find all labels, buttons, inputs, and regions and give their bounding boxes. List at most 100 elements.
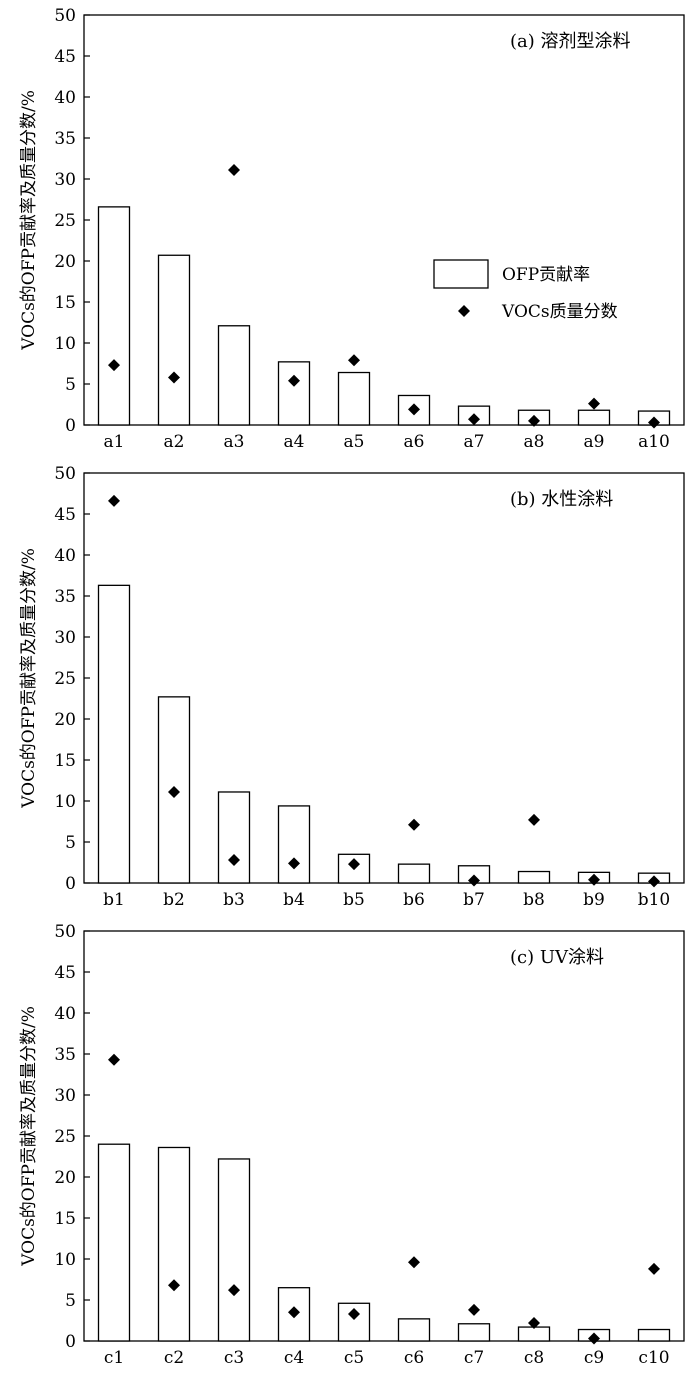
point-voc-mass [588,397,600,410]
y-tick-label: 20 [54,252,76,272]
x-tick-label: a10 [638,432,670,452]
bar-ofp [217,1158,251,1342]
legend-swatch-diamond [458,305,470,317]
x-tick-label: b5 [343,890,365,910]
y-tick-label: 45 [54,47,76,67]
bar-ofp [97,584,131,884]
x-tick-label: a6 [404,432,425,452]
x-tick-label: b8 [523,890,545,910]
point-voc-mass [528,1316,540,1329]
chart-panel-1: 0 5 10 15 20 25 30 35 40 45 50 VOCs的OFP贡献率及质量分数/% (a… [19,6,685,452]
x-tick-label: c4 [284,1348,304,1368]
y-axis-title: VOCs的OFP贡献率及质量分数/% [19,1006,39,1267]
point-voc-mass [228,1284,240,1297]
x-tick-label: b9 [583,890,605,910]
x-tick-label: a2 [164,432,185,452]
legend-swatch-bar [433,259,489,289]
bar-ofp [217,791,251,884]
panel-title: (b) 水性涂料 [510,489,613,510]
bar-ofp [397,863,431,884]
x-tick-label: c2 [164,1348,184,1368]
point-voc-mass [288,1306,300,1319]
y-tick-label: 10 [54,1250,76,1270]
y-tick-label: 35 [54,1045,76,1065]
y-tick-label: 20 [54,1168,76,1188]
bar-ofp [637,1328,671,1342]
point-voc-mass [408,1256,420,1269]
point-voc-mass [168,371,180,384]
x-tick-label: c8 [524,1348,544,1368]
x-tick-label: c1 [104,1348,124,1368]
y-tick-label: 20 [54,710,76,730]
point-voc-mass [588,1332,600,1345]
y-tick-label: 50 [54,922,76,942]
point-voc-mass [528,414,540,427]
y-tick-label: 10 [54,792,76,812]
y-tick-label: 45 [54,505,76,525]
x-tick-label: b10 [638,890,671,910]
x-tick-label: a7 [464,432,485,452]
y-tick-label: 15 [54,293,76,313]
bar-ofp [517,870,551,884]
y-tick-label: 0 [65,1332,76,1352]
x-tick-label: c3 [224,1348,244,1368]
point-voc-mass [228,163,240,176]
y-tick-label: 30 [54,170,76,190]
x-tick-label: c5 [344,1348,364,1368]
x-tick-label: a1 [104,432,125,452]
point-voc-mass [648,1262,660,1275]
x-tick-label: a5 [344,432,365,452]
point-voc-mass [348,858,360,871]
y-tick-label: 40 [54,546,76,566]
y-tick-label: 40 [54,1004,76,1024]
x-tick-label: b7 [463,890,485,910]
y-tick-label: 50 [54,464,76,484]
bar-ofp [277,805,311,884]
x-tick-label: b3 [223,890,245,910]
x-tick-label: a8 [524,432,545,452]
point-voc-mass [468,874,480,887]
bar-ofp [457,1323,491,1342]
chart-panel-3: 0 5 10 15 20 25 30 35 40 45 50 VOCs的OFP贡献率及质量分数/% (c… [19,922,685,1368]
bar-ofp [277,361,311,426]
x-tick-label: b2 [163,890,185,910]
bar-ofp [157,254,191,426]
bar-ofp [97,1143,131,1342]
bar-ofp [97,206,131,426]
y-tick-label: 35 [54,587,76,607]
y-tick-label: 25 [54,1127,76,1147]
bar-ofp [397,1318,431,1342]
point-voc-mass [528,813,540,826]
point-voc-mass [108,494,120,507]
y-tick-label: 15 [54,751,76,771]
point-voc-mass [288,374,300,387]
x-tick-label: c9 [584,1348,604,1368]
chart-panel-2: 0 5 10 15 20 25 30 35 40 45 50 VOCs的OFP贡献率及质量分数/% (b… [19,464,685,910]
legend-label-ofp: OFP贡献率 [502,265,590,285]
y-tick-label: 5 [65,375,76,395]
point-voc-mass [168,785,180,798]
y-axis-title: VOCs的OFP贡献率及质量分数/% [19,90,39,351]
y-tick-label: 25 [54,669,76,689]
y-tick-label: 15 [54,1209,76,1229]
x-tick-label: a4 [284,432,305,452]
point-voc-mass [108,359,120,372]
point-voc-mass [588,873,600,886]
y-tick-label: 5 [65,833,76,853]
y-tick-label: 10 [54,334,76,354]
y-tick-label: 40 [54,88,76,108]
x-tick-label: a9 [584,432,605,452]
bar-ofp [577,409,611,426]
y-tick-label: 30 [54,1086,76,1106]
point-voc-mass [108,1053,120,1066]
point-voc-mass [168,1279,180,1292]
bar-ofp [337,371,371,426]
point-voc-mass [468,413,480,426]
x-tick-label: a3 [224,432,245,452]
point-voc-mass [408,403,420,416]
y-tick-label: 0 [65,416,76,436]
x-tick-label: b4 [283,890,305,910]
point-voc-mass [348,1307,360,1320]
legend-label-voc: VOCs质量分数 [501,302,618,322]
